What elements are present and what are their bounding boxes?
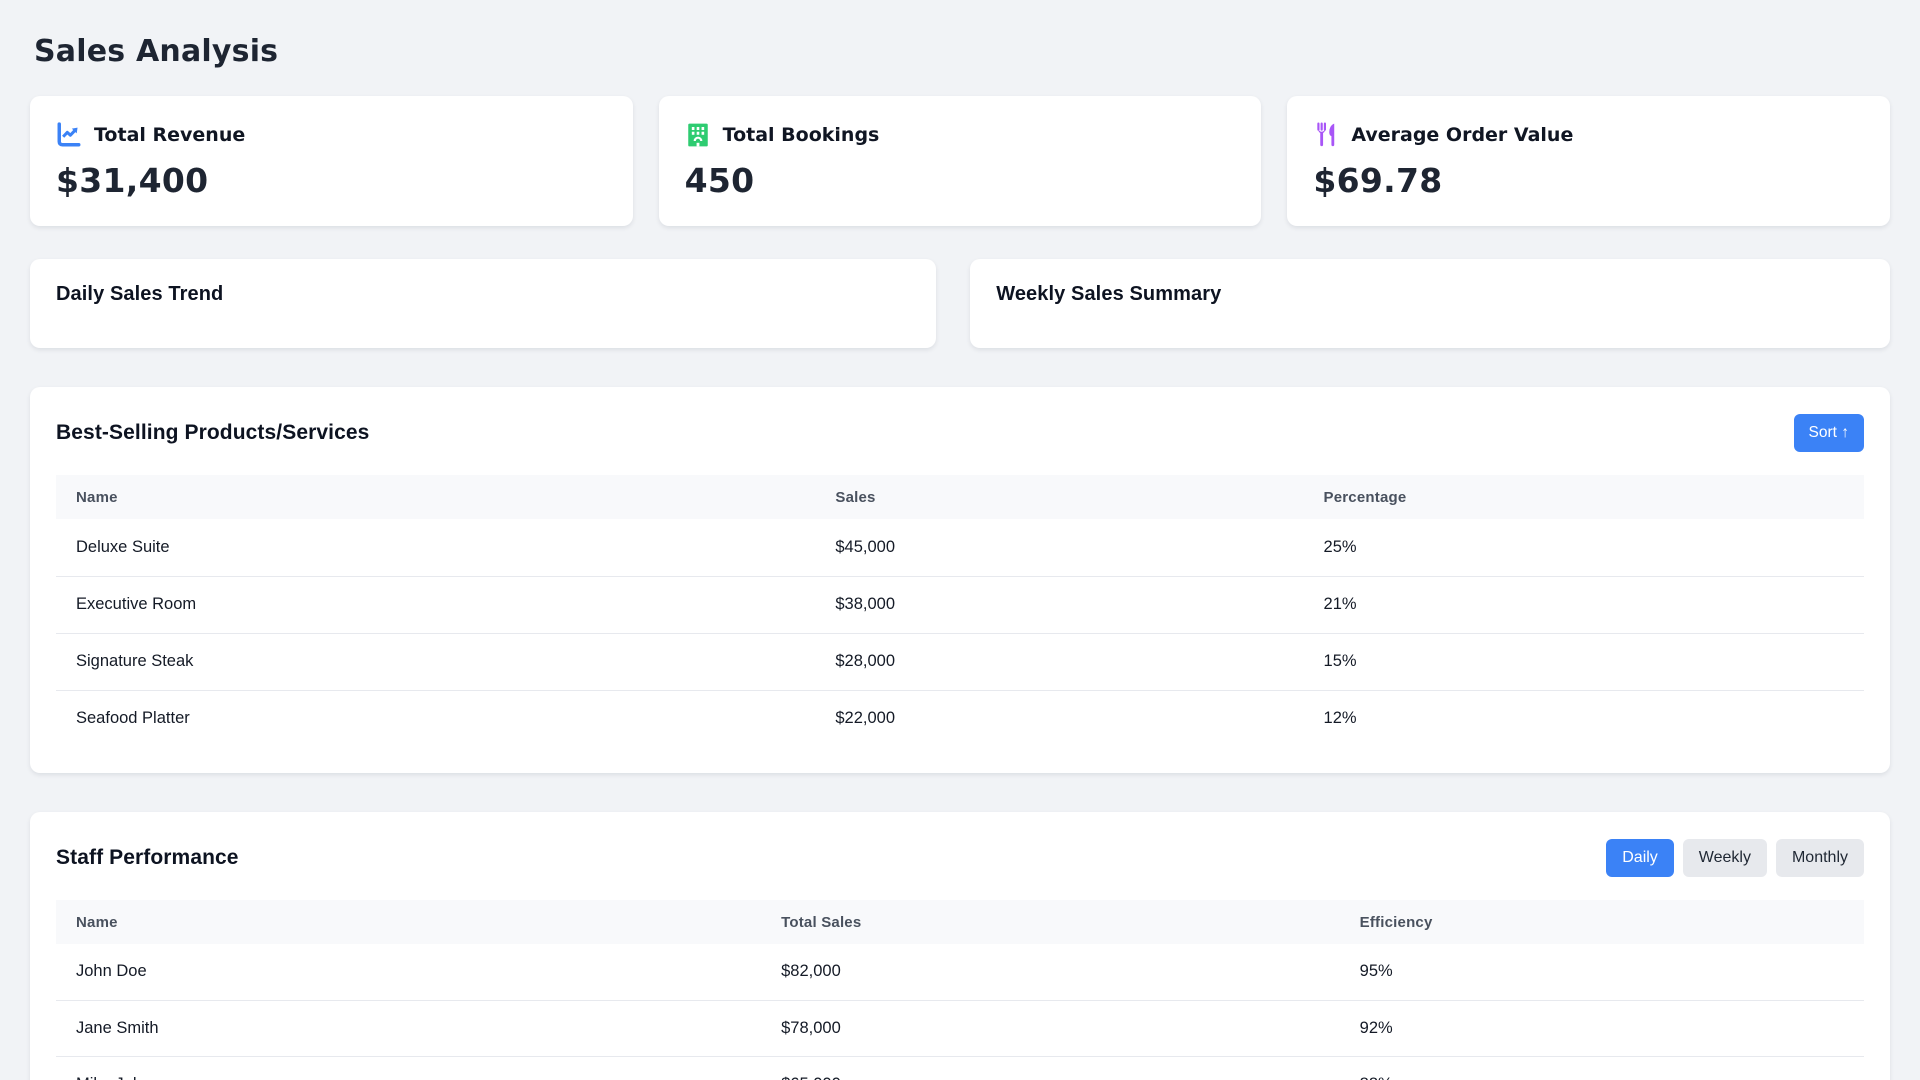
table-cell-total-sales: $82,000 [761,944,1340,1001]
best-selling-products-card: Best-Selling Products/Services Sort ↑ Na… [30,387,1890,773]
staff-table: Name Total Sales Efficiency John Doe $82,… [56,900,1864,1080]
table-cell-name: Mike Johnson [56,1056,761,1080]
column-header-total-sales: Total Sales [781,913,862,931]
chart-line-icon [56,122,82,148]
table-row: John Doe $82,000 95% [56,944,1864,1001]
page-title: Sales Analysis [34,34,279,69]
table-cell-percentage: 21% [1303,576,1864,634]
staff-header-row: Name Total Sales Efficiency [56,900,1864,944]
table-cell-name: Deluxe Suite [56,519,816,577]
table-row: Mike Johnson$65,00088% [56,1056,1864,1080]
table-cell-sales: $28,000 [815,633,1304,691]
table-cell-efficiency: 95% [1339,944,1864,1001]
table-row: Deluxe Suite $45,000 25% [56,519,1864,577]
table-cell-sales: $45,000 [815,519,1304,577]
table-row: Jane Smith $78,000 92% [56,1000,1864,1057]
charts-row: Daily Sales Trend Weekly Sales Summary [30,259,1890,348]
kpi-label: Total Revenue [94,124,246,146]
hotel-icon [685,122,711,148]
chart-title: Weekly Sales Summary [996,283,1222,305]
daily-sales-trend-card: Daily Sales Trend [30,259,937,348]
table-cell-total-sales: $78,000 [761,1000,1340,1057]
table-cell-percentage: 25% [1303,519,1864,577]
kpi-value: $69.78 [1313,161,1443,200]
utensils-icon [1313,122,1339,148]
table-cell-sales: $38,000 [815,576,1304,634]
column-header-name: Name [76,913,118,931]
sort-button[interactable]: Sort ↑ [1793,414,1864,452]
table-row: Executive Room $38,000 21% [56,576,1864,634]
products-section-title: Best-Selling Products/Services [56,421,370,444]
staff-section-title: Staff Performance [56,846,239,869]
column-header-efficiency: Efficiency [1359,913,1433,931]
table-cell-name: Jane Smith [56,1000,762,1057]
kpi-value: $31,400 [56,161,209,200]
table-row: Seafood Platter $22,000 12% [56,690,1864,747]
products-table: Name Sales Percentage Deluxe Suite $45,00… [56,475,1864,747]
kpi-card-average-order-value: Average Order Value $69.78 [1287,96,1890,226]
table-cell-name: John Doe [56,944,762,1001]
table-cell-percentage: 15% [1303,633,1864,691]
filter-button-daily[interactable]: Daily [1606,839,1674,877]
chart-title: Daily Sales Trend [56,283,224,305]
table-cell-name: Seafood Platter [76,709,190,728]
kpi-cards-row: Total Revenue $31,400 [30,96,1890,226]
staff-performance-card: Staff Performance Daily Weekly Monthly N… [30,812,1890,1080]
kpi-card-total-bookings: Total Bookings 450 [658,96,1262,226]
kpi-value: 450 [684,161,755,200]
table-row: Signature Steak $28,000 15% [56,633,1864,691]
staff-period-filter: Daily Weekly Monthly [1606,839,1864,877]
column-header-sales: Sales [835,488,876,506]
table-cell-name: Signature Steak [56,633,816,691]
table-cell-sales: $22,000 [835,709,896,728]
filter-button-monthly[interactable]: Monthly [1775,839,1864,877]
column-header-name: Name [76,488,118,506]
kpi-label: Average Order Value [1351,124,1574,146]
filter-button-weekly[interactable]: Weekly [1682,839,1767,877]
table-cell-name: Executive Room [56,576,816,634]
table-cell-total-sales: $65,000 [761,1056,1340,1080]
table-cell-efficiency: 92% [1339,1000,1864,1057]
kpi-label: Total Bookings [722,124,880,146]
kpi-card-total-revenue: Total Revenue $31,400 [30,96,633,226]
table-cell-efficiency: 88% [1340,1056,1864,1080]
weekly-sales-summary-card: Weekly Sales Summary [970,259,1890,348]
products-header-row: Name Sales Percentage [56,475,1864,519]
table-cell-percentage: 12% [1323,709,1357,728]
column-header-percentage: Percentage [1323,488,1407,506]
